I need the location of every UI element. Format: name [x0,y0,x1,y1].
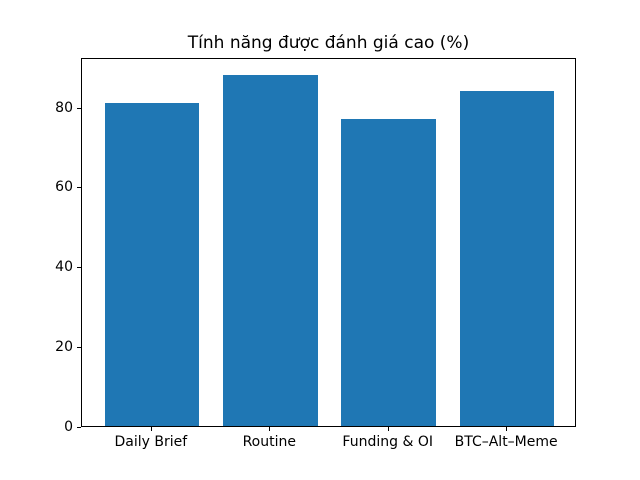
y-tick-mark [77,347,81,349]
y-tick-mark [77,267,81,269]
chart-title: Tính năng được đánh giá cao (%) [187,33,470,53]
x-tick-mark [269,427,271,431]
y-tick-label: 20 [55,339,73,356]
x-tick-mark [506,427,508,431]
x-tick-mark [387,427,389,431]
bar-0 [104,102,200,426]
y-tick-label: 0 [64,419,73,435]
bar-1 [222,74,318,426]
y-tick-label: 60 [55,179,73,196]
x-tick-label: BTC–Alt–Meme [454,434,558,450]
y-tick-mark [77,107,81,109]
x-tick-label: Funding & OI [342,434,433,450]
bar-3 [459,90,555,426]
bar-2 [341,118,437,426]
x-tick-label: Routine [242,434,296,450]
y-tick-mark [77,427,81,428]
y-tick-label: 40 [55,259,73,276]
bars-container [82,59,575,426]
x-tick-mark [150,427,152,431]
x-tick-label: Daily Brief [114,434,188,450]
plot-area [81,58,576,427]
y-tick-mark [77,187,81,189]
y-tick-label: 80 [55,99,73,116]
